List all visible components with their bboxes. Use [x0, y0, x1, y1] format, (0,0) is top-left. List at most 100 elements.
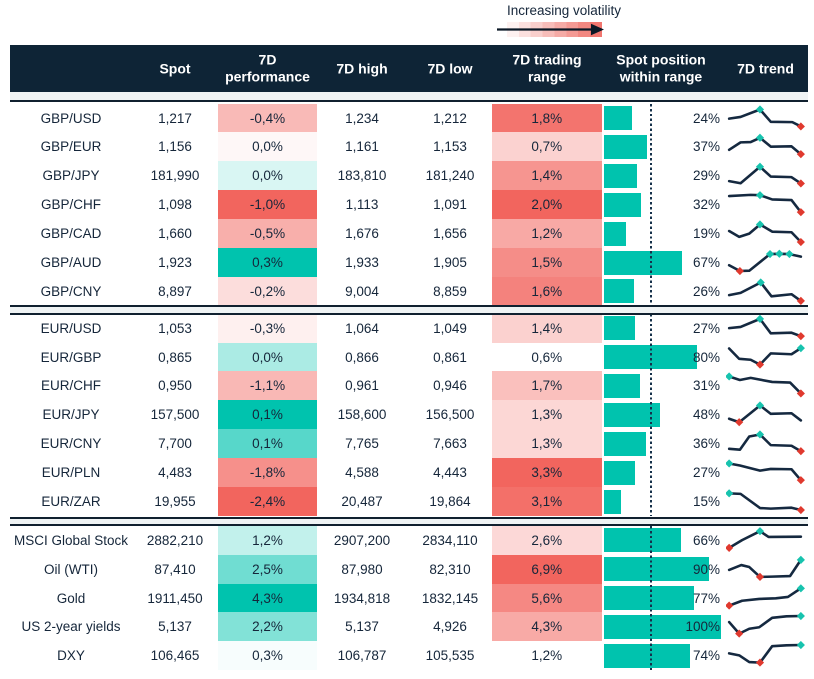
instrument-label: US 2-year yields	[21, 619, 121, 635]
performance-cell: -0,2%	[218, 276, 317, 306]
table-row[interactable]: US 2-year yields 5,137 2,2% 5,137 4,926 4,3% 1…	[0, 612, 814, 642]
instrument-label: EUR/ZAR	[41, 494, 101, 510]
high-marker-icon	[726, 372, 734, 382]
table-row[interactable]: EUR/GBP 0,865 0,0% 0,866 0,861 0,6% 80%	[0, 342, 814, 372]
column-header-spot-position[interactable]: Spot position within range	[616, 51, 706, 85]
performance-cell: 0,1%	[218, 429, 317, 459]
instrument-label: EUR/JPY	[42, 407, 100, 423]
position-bar[interactable]	[603, 134, 647, 159]
section-separator-rule	[10, 304, 808, 307]
position-bar[interactable]	[603, 279, 634, 304]
position-bar[interactable]	[603, 643, 691, 668]
position-bar[interactable]	[603, 489, 622, 514]
trading-range-cell: 1,3%	[492, 400, 602, 430]
performance-cell: -1,1%	[218, 371, 317, 401]
table-row[interactable]: EUR/PLN 4,483 -1,8% 4,588 4,443 3,3% 27%	[0, 458, 814, 488]
trend-sparkline[interactable]	[726, 555, 806, 584]
trend-sparkline[interactable]	[726, 371, 806, 400]
legend-title: Increasing volatility	[506, 3, 622, 18]
column-header-7d-low[interactable]: 7D low	[427, 59, 473, 76]
trend-sparkline[interactable]	[726, 583, 806, 613]
table-row[interactable]: Oil (WTI) 87,410 2,5% 87,980 82,310 6,9% 90%	[0, 554, 814, 584]
trading-range-cell: 1,4%	[492, 161, 602, 191]
low-marker-icon	[735, 267, 744, 276]
table-row[interactable]: MSCI Global Stock 2882,210 1,2% 2907,200 283…	[0, 525, 814, 555]
trend-sparkline[interactable]	[726, 104, 806, 133]
table-row[interactable]: GBP/AUD 1,923 0,3% 1,933 1,905 1,5% 67%	[0, 248, 814, 277]
position-bar[interactable]	[603, 106, 632, 131]
position-bar[interactable]	[603, 460, 636, 485]
position-bar[interactable]	[603, 586, 694, 611]
high-marker-icon	[796, 641, 805, 650]
high-value: 1,234	[345, 110, 379, 126]
position-percent-label: 32%	[692, 197, 720, 213]
position-bar[interactable]	[603, 316, 636, 341]
low-value: 1,049	[433, 320, 467, 336]
trend-sparkline[interactable]	[726, 277, 806, 306]
column-header-7d-performance[interactable]: 7D performance	[225, 51, 310, 85]
low-value: 82,310	[429, 561, 471, 577]
trend-sparkline[interactable]	[726, 161, 806, 190]
position-bar[interactable]	[603, 250, 682, 275]
column-header-7d-trading-range[interactable]: 7D trading range	[512, 51, 582, 85]
column-header-7d-trend[interactable]: 7D trend	[737, 59, 794, 76]
position-bar[interactable]	[603, 431, 646, 456]
position-bar[interactable]	[603, 614, 721, 639]
trading-range-cell: 4,3%	[492, 612, 602, 642]
position-bar[interactable]	[603, 163, 638, 188]
table-header: Spot 7D performance 7D high 7D low 7D tr…	[10, 45, 808, 93]
trend-sparkline[interactable]	[726, 248, 806, 277]
high-marker-icon	[755, 134, 765, 143]
table-row[interactable]: GBP/CAD 1,660 -0,5% 1,676 1,656 1,2% 19%	[0, 219, 814, 249]
table-row[interactable]: Gold 1911,450 4,3% 1934,818 1832,145 5,6% 77%	[0, 583, 814, 613]
trading-range-cell: 3,3%	[492, 458, 602, 488]
table-row[interactable]: GBP/USD 1,217 -0,4% 1,234 1,212 1,8% 24%	[0, 103, 814, 133]
trend-sparkline[interactable]	[726, 641, 806, 670]
trend-sparkline[interactable]	[726, 190, 806, 219]
position-percent-label: 67%	[692, 255, 720, 271]
low-value: 1,153	[433, 139, 467, 155]
trend-sparkline[interactable]	[726, 487, 806, 516]
reference-dashed-line	[650, 525, 652, 671]
position-percent-label: 36%	[692, 436, 720, 452]
column-header-7d-high[interactable]: 7D high	[336, 59, 388, 76]
low-value: 156,500	[425, 407, 475, 423]
high-marker-icon	[755, 220, 765, 229]
high-value: 1,676	[345, 226, 379, 242]
low-value: 19,864	[429, 494, 471, 510]
position-bar[interactable]	[603, 557, 709, 582]
spot-value: 1,923	[158, 255, 192, 271]
low-value: 105,535	[425, 648, 475, 664]
table-row[interactable]: GBP/JPY 181,990 0,0% 183,810 181,240 1,4% 29%	[0, 161, 814, 191]
trend-sparkline[interactable]	[726, 343, 806, 372]
table-row[interactable]: GBP/CNY 8,897 -0,2% 9,004 8,859 1,6% 26%	[0, 276, 814, 306]
low-value: 1,212	[433, 110, 467, 126]
high-value: 7,765	[345, 436, 379, 452]
table-row[interactable]: EUR/CHF 0,950 -1,1% 0,961 0,946 1,7% 31%	[0, 371, 814, 401]
table-row[interactable]: DXY 106,465 0,3% 106,787 105,535 1,2% 74%	[0, 641, 814, 671]
position-bar[interactable]	[603, 221, 626, 246]
position-bar[interactable]	[603, 373, 640, 398]
high-marker-icon	[756, 278, 765, 287]
table-row[interactable]: GBP/CHF 1,098 -1,0% 1,113 1,091 2,0% 32%	[0, 190, 814, 220]
trend-sparkline[interactable]	[726, 132, 806, 161]
table-row[interactable]: GBP/EUR 1,156 0,0% 1,161 1,153 0,7% 37%	[0, 132, 814, 162]
high-value: 1,064	[345, 320, 379, 336]
table-row[interactable]: EUR/CNY 7,700 0,1% 7,765 7,663 1,3% 36%	[0, 429, 814, 459]
high-value: 1934,818	[333, 590, 391, 606]
trend-sparkline[interactable]	[726, 219, 806, 248]
table-row[interactable]: EUR/JPY 157,500 0,1% 158,600 156,500 1,3% 48%	[0, 400, 814, 430]
trend-sparkline[interactable]	[726, 429, 806, 458]
trend-sparkline[interactable]	[726, 400, 806, 429]
position-bar[interactable]	[603, 192, 641, 217]
section-indices: MSCI Global Stock 2882,210 1,2% 2907,200 283…	[0, 525, 814, 671]
trend-sparkline[interactable]	[726, 526, 806, 555]
trend-sparkline[interactable]	[726, 314, 806, 343]
table-row[interactable]: EUR/ZAR 19,955 -2,4% 20,487 19,864 3,1% 15%	[0, 487, 814, 516]
low-value: 1,656	[433, 226, 467, 242]
position-bar[interactable]	[603, 528, 681, 553]
table-row[interactable]: EUR/USD 1,053 -0,3% 1,064 1,049 1,4% 27%	[0, 313, 814, 343]
trend-sparkline[interactable]	[726, 612, 806, 641]
column-header-spot[interactable]: Spot	[159, 59, 191, 76]
trend-sparkline[interactable]	[726, 458, 806, 487]
